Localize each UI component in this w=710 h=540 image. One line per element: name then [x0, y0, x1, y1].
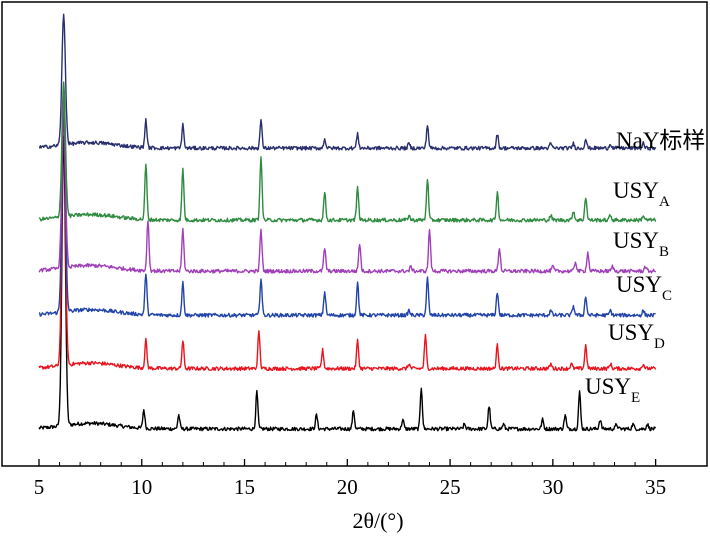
- series-label: USYD: [608, 320, 665, 352]
- series-line-usy-d: [38, 81, 657, 223]
- x-tick-label: 10: [131, 475, 152, 499]
- series-labels: NaY标样 USYA USYB USYC USYD USYE: [585, 128, 705, 406]
- series-traces: [38, 13, 657, 432]
- series-label: NaY标样: [616, 128, 705, 153]
- x-tick-label: 5: [34, 475, 45, 499]
- series-line-nay-: [38, 135, 657, 432]
- x-axis-ticks: 5 10 15 20 25 30 35: [34, 459, 666, 499]
- x-tick-label: 25: [440, 475, 461, 499]
- x-tick-label: 30: [542, 475, 563, 499]
- series-label: USYC: [616, 272, 672, 304]
- x-tick-label: 35: [645, 475, 666, 499]
- series-line-usy-c: [38, 94, 657, 274]
- plot-frame: [1, 1, 708, 467]
- series-label: USYE: [585, 374, 640, 406]
- x-tick-label: 15: [234, 475, 255, 499]
- series-line-usy-a: [38, 108, 657, 372]
- series-label: USYA: [613, 178, 670, 210]
- series-line-usy-b: [38, 101, 656, 318]
- series-label: USYB: [613, 228, 669, 260]
- x-axis-label: 2θ/(°): [352, 508, 403, 533]
- x-tick-label: 20: [337, 475, 358, 499]
- series-line-usy-e: [38, 13, 657, 151]
